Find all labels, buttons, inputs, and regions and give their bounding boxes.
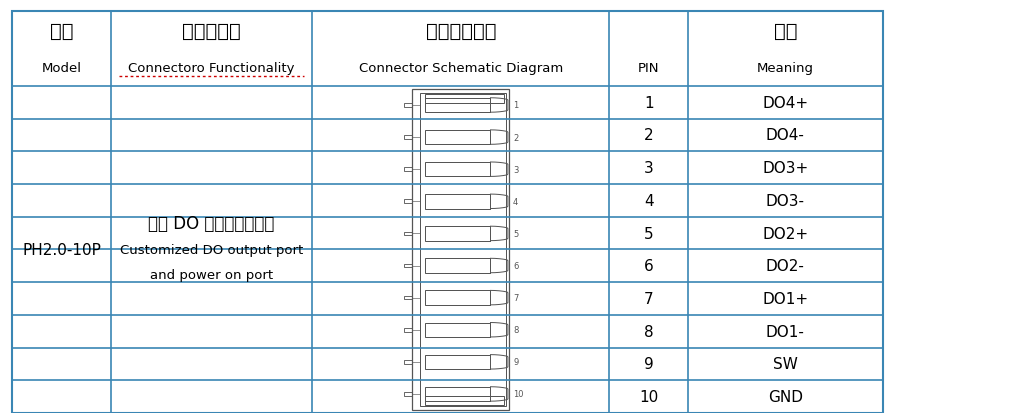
Bar (404, 200, 412, 204)
Bar (404, 264, 412, 268)
Text: 1: 1 (644, 95, 653, 111)
Text: 含义: 含义 (774, 21, 797, 40)
Text: DO1+: DO1+ (762, 291, 809, 306)
Bar (404, 104, 412, 107)
Text: DO2-: DO2- (766, 259, 805, 274)
Text: Connector Schematic Diagram: Connector Schematic Diagram (358, 62, 563, 75)
Text: 2: 2 (513, 133, 518, 142)
Text: 9: 9 (513, 358, 518, 366)
Text: 6: 6 (644, 259, 653, 274)
Text: DO4+: DO4+ (762, 95, 809, 111)
Text: 型号: 型号 (50, 21, 73, 40)
Text: PH2.0-10P: PH2.0-10P (22, 242, 101, 257)
Text: 接插件示意图: 接插件示意图 (426, 21, 496, 40)
Text: GND: GND (768, 389, 803, 404)
Text: 7: 7 (644, 291, 653, 306)
Text: 1: 1 (513, 101, 518, 110)
Text: and power on port: and power on port (150, 268, 273, 281)
Text: Customized DO output port: Customized DO output port (120, 243, 303, 256)
Text: Connectoro Functionality: Connectoro Functionality (128, 62, 295, 75)
Text: 接插件功能: 接插件功能 (182, 21, 241, 40)
Bar (404, 392, 412, 396)
Text: 5: 5 (513, 229, 518, 238)
Text: 9: 9 (644, 356, 653, 372)
Text: 6: 6 (513, 261, 518, 271)
Text: 10: 10 (513, 389, 523, 399)
Text: Model: Model (41, 62, 82, 75)
Text: Meaning: Meaning (757, 62, 814, 75)
Text: SW: SW (773, 356, 798, 372)
Text: 4: 4 (513, 197, 518, 206)
Text: DO1-: DO1- (766, 324, 805, 339)
Text: DO2+: DO2+ (762, 226, 809, 241)
Bar (404, 360, 412, 364)
Text: 2: 2 (644, 128, 653, 143)
Text: DO3-: DO3- (766, 193, 805, 209)
Bar (404, 136, 412, 140)
Text: 3: 3 (513, 165, 518, 174)
Text: 4: 4 (644, 193, 653, 209)
Bar (404, 232, 412, 236)
Text: 3: 3 (644, 161, 653, 176)
Text: 8: 8 (513, 325, 518, 335)
Bar (404, 296, 412, 300)
Text: 7: 7 (513, 293, 518, 302)
Text: DO4-: DO4- (766, 128, 805, 143)
Text: 5: 5 (644, 226, 653, 241)
Bar (404, 168, 412, 172)
Text: 8: 8 (644, 324, 653, 339)
Text: DO3+: DO3+ (762, 161, 809, 176)
Bar (404, 328, 412, 332)
Text: 定制 DO 输出口及开机口: 定制 DO 输出口及开机口 (148, 214, 274, 232)
Text: 10: 10 (639, 389, 658, 404)
Text: PIN: PIN (638, 62, 659, 75)
